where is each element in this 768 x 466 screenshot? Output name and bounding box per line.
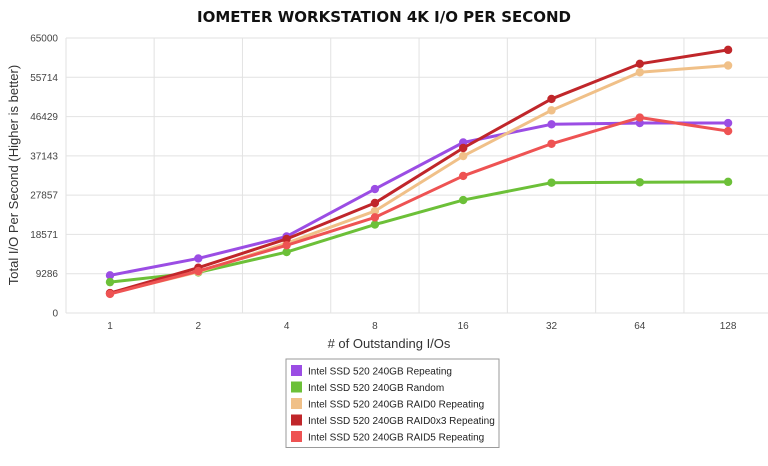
data-point	[723, 177, 733, 187]
series-5	[105, 113, 733, 299]
data-point	[547, 120, 556, 129]
legend-label: Intel SSD 520 240GB RAID0x3 Repeating	[308, 416, 495, 427]
data-point	[723, 118, 733, 128]
data-point	[105, 277, 115, 287]
y-tick-label: 55714	[30, 73, 58, 84]
data-point	[370, 213, 380, 222]
data-point	[282, 247, 291, 257]
y-tick-label: 0	[52, 309, 58, 320]
data-point	[370, 198, 380, 208]
data-point	[194, 254, 203, 263]
x-tick-label: 4	[284, 321, 290, 332]
data-point	[194, 266, 203, 276]
data-point	[547, 106, 556, 115]
x-tick-label: 32	[546, 321, 558, 332]
legend-swatch	[291, 414, 302, 426]
x-axis-label: # of Outstanding I/Os	[328, 336, 451, 351]
legend-label: Intel SSD 520 240GB Random	[308, 383, 444, 394]
data-point	[547, 94, 556, 104]
data-point	[635, 113, 644, 122]
data-point	[459, 171, 468, 181]
x-tick-label: 16	[458, 321, 470, 332]
legend-label: Intel SSD 520 240GB Repeating	[308, 367, 452, 378]
data-point	[723, 126, 733, 136]
series-line	[108, 48, 730, 295]
series-line	[108, 180, 730, 284]
data-point	[723, 61, 733, 70]
data-point	[105, 289, 115, 299]
data-point	[635, 178, 644, 187]
x-tick-label: 8	[372, 321, 378, 332]
y-tick-label: 37143	[30, 151, 58, 162]
x-axis-ticks: 1 2 4 8 16 32 64 128	[107, 321, 737, 332]
legend-box	[285, 358, 500, 448]
legend-swatch	[291, 365, 302, 376]
y-tick-label: 46429	[30, 112, 58, 123]
y-tick-label: 9286	[36, 269, 59, 280]
data-point	[547, 139, 556, 148]
series-line	[108, 116, 730, 296]
chart-title: IOMETER WORKSTATION 4K I/O PER SECOND	[197, 8, 571, 26]
legend-label: Intel SSD 520 240GB RAID0 Repeating	[308, 400, 484, 411]
x-tick-label: 2	[196, 321, 202, 332]
legend-swatch	[291, 398, 302, 409]
data-point	[459, 143, 468, 153]
legend-label: Intel SSD 520 240GB RAID5 Repeating	[308, 433, 484, 444]
x-tick-label: 1	[107, 321, 113, 332]
data-point	[547, 178, 556, 187]
y-tick-label: 27857	[30, 191, 58, 202]
legend-swatch	[291, 431, 302, 442]
data-point	[635, 59, 644, 69]
data-point	[370, 184, 380, 194]
y-tick-label: 18571	[30, 230, 58, 241]
x-tick-label: 64	[634, 321, 646, 332]
data-point	[459, 195, 468, 205]
y-axis-ticks: 0 9286 18571 27857 37143 46429 55714 65000	[30, 34, 58, 320]
data-point	[370, 220, 380, 229]
data-point	[282, 241, 291, 250]
data-point	[635, 68, 644, 77]
legend-swatch	[291, 381, 302, 393]
data-point	[105, 271, 115, 280]
data-point	[370, 206, 380, 216]
data-point	[723, 45, 733, 55]
data-point	[459, 151, 468, 161]
series-group	[105, 45, 733, 299]
gridlines	[65, 37, 768, 314]
data-point	[282, 234, 291, 244]
y-tick-label: 65000	[30, 34, 58, 45]
legend: Intel SSD 520 240GB Repeating Intel SSD 5…	[285, 358, 500, 448]
y-axis-label: Total I/O Per Second (Higher is better)	[6, 65, 21, 285]
x-tick-label: 128	[720, 321, 737, 332]
